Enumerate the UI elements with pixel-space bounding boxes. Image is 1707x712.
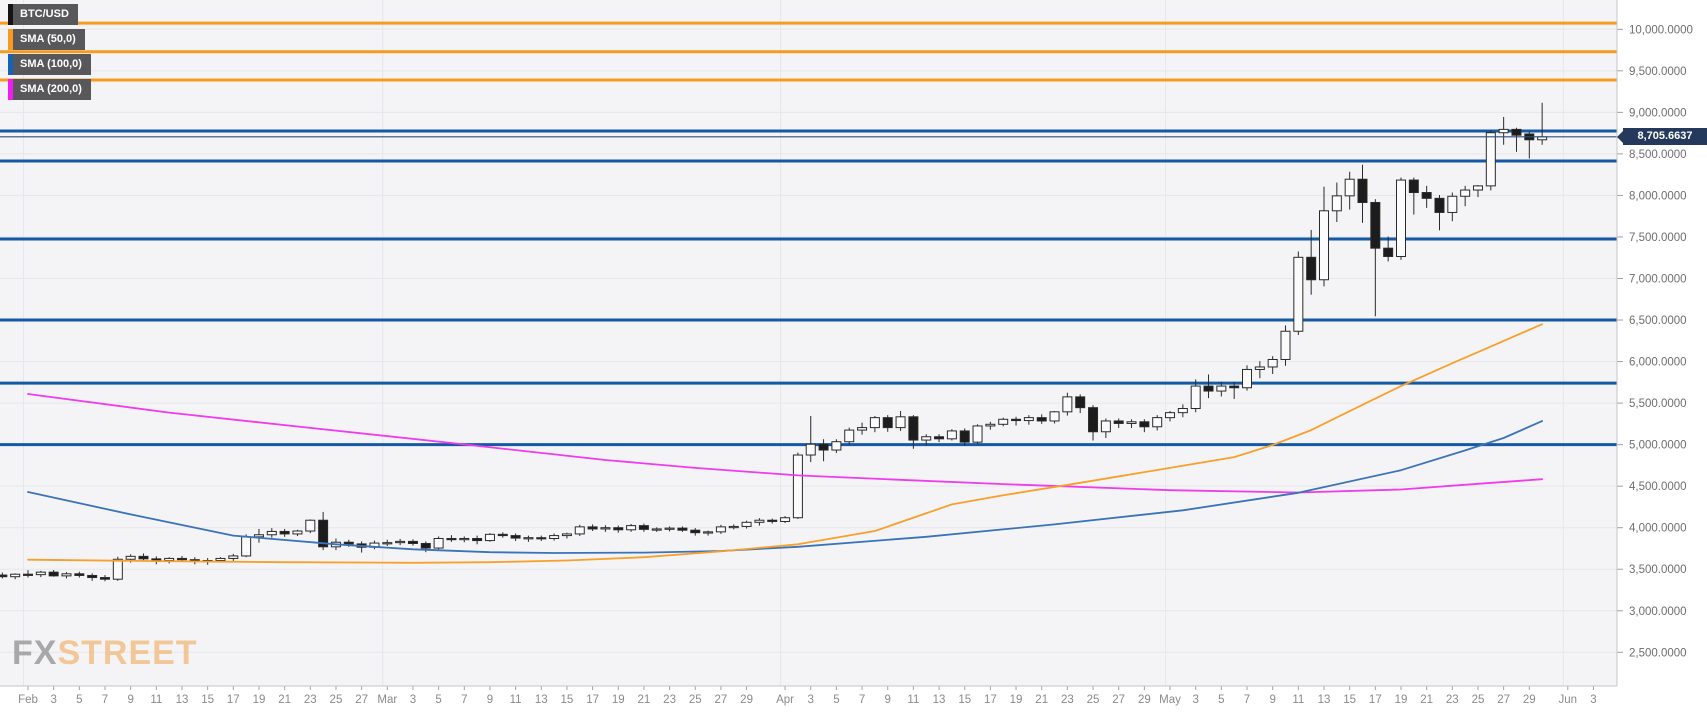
svg-text:13: 13 <box>535 694 548 706</box>
svg-text:17: 17 <box>586 694 599 706</box>
series-color-chip <box>8 79 13 100</box>
svg-text:7,500.0000: 7,500.0000 <box>1629 232 1687 244</box>
legend-item-sma100[interactable]: SMA (100,0) <box>8 54 91 75</box>
svg-text:3: 3 <box>50 694 56 706</box>
legend-item-label: SMA (50,0) <box>13 29 85 50</box>
svg-text:29: 29 <box>1138 694 1151 706</box>
svg-text:6,500.0000: 6,500.0000 <box>1629 315 1687 327</box>
svg-text:8,000.0000: 8,000.0000 <box>1629 190 1687 202</box>
svg-text:3,500.0000: 3,500.0000 <box>1629 564 1687 576</box>
svg-text:9: 9 <box>885 694 891 706</box>
svg-text:5: 5 <box>1218 694 1224 706</box>
svg-text:25: 25 <box>1087 694 1100 706</box>
series-color-chip <box>8 4 13 25</box>
svg-text:5: 5 <box>833 694 839 706</box>
svg-text:17: 17 <box>984 694 997 706</box>
svg-text:11: 11 <box>510 694 522 706</box>
svg-text:7: 7 <box>859 694 865 706</box>
svg-text:10,000.0000: 10,000.0000 <box>1629 24 1693 36</box>
svg-text:19: 19 <box>612 694 625 706</box>
svg-text:23: 23 <box>663 694 676 706</box>
svg-text:15: 15 <box>201 694 214 706</box>
svg-text:3: 3 <box>1192 694 1198 706</box>
svg-text:5,500.0000: 5,500.0000 <box>1629 398 1687 410</box>
svg-text:3: 3 <box>1590 694 1596 706</box>
svg-text:11: 11 <box>1292 694 1304 706</box>
svg-text:Mar: Mar <box>377 694 397 706</box>
svg-text:21: 21 <box>1035 694 1048 706</box>
svg-text:11: 11 <box>907 694 919 706</box>
svg-text:19: 19 <box>1010 694 1023 706</box>
legend-item-sma50[interactable]: SMA (50,0) <box>8 29 91 50</box>
svg-text:13: 13 <box>933 694 946 706</box>
watermark-fx: FX <box>12 634 58 672</box>
svg-text:7: 7 <box>102 694 108 706</box>
svg-text:15: 15 <box>561 694 574 706</box>
svg-text:27: 27 <box>1497 694 1510 706</box>
svg-text:5: 5 <box>76 694 82 706</box>
svg-text:21: 21 <box>278 694 291 706</box>
legend-item-label: SMA (200,0) <box>13 79 91 100</box>
svg-text:3: 3 <box>808 694 814 706</box>
svg-text:25: 25 <box>330 694 343 706</box>
fxstreet-watermark: FXSTREET <box>12 636 198 670</box>
svg-text:9: 9 <box>487 694 493 706</box>
svg-text:21: 21 <box>638 694 651 706</box>
svg-text:17: 17 <box>1369 694 1382 706</box>
svg-text:15: 15 <box>958 694 971 706</box>
svg-text:Feb: Feb <box>18 694 38 706</box>
svg-text:5,000.0000: 5,000.0000 <box>1629 440 1687 452</box>
watermark-street: STREET <box>57 634 198 672</box>
legend-item-label: BTC/USD <box>13 4 78 25</box>
svg-text:15: 15 <box>1343 694 1356 706</box>
svg-text:4,500.0000: 4,500.0000 <box>1629 481 1687 493</box>
svg-text:9: 9 <box>1269 694 1275 706</box>
svg-text:29: 29 <box>740 694 753 706</box>
svg-text:9,500.0000: 9,500.0000 <box>1629 66 1687 78</box>
svg-text:3,000.0000: 3,000.0000 <box>1629 606 1687 618</box>
svg-text:2,500.0000: 2,500.0000 <box>1629 647 1687 659</box>
svg-text:8,500.0000: 8,500.0000 <box>1629 149 1687 161</box>
last-price-badge: 8,705.6637 <box>1617 128 1707 146</box>
svg-text:13: 13 <box>1318 694 1331 706</box>
svg-text:4,000.0000: 4,000.0000 <box>1629 523 1687 535</box>
legend-item-sma200[interactable]: SMA (200,0) <box>8 79 91 100</box>
svg-text:7,000.0000: 7,000.0000 <box>1629 274 1687 286</box>
svg-text:29: 29 <box>1523 694 1536 706</box>
svg-text:5: 5 <box>435 694 441 706</box>
svg-text:17: 17 <box>227 694 240 706</box>
svg-text:23: 23 <box>1061 694 1074 706</box>
svg-text:13: 13 <box>176 694 189 706</box>
svg-text:11: 11 <box>150 694 162 706</box>
series-color-chip <box>8 29 13 50</box>
svg-text:27: 27 <box>355 694 368 706</box>
svg-text:9,000.0000: 9,000.0000 <box>1629 107 1687 119</box>
svg-text:9: 9 <box>127 694 133 706</box>
svg-text:3: 3 <box>410 694 416 706</box>
svg-text:7: 7 <box>461 694 467 706</box>
svg-text:23: 23 <box>1446 694 1459 706</box>
svg-text:7: 7 <box>1244 694 1250 706</box>
svg-text:Apr: Apr <box>776 694 794 706</box>
svg-text:19: 19 <box>253 694 266 706</box>
svg-text:Jun: Jun <box>1559 694 1578 706</box>
legend: BTC/USD SMA (50,0) SMA (100,0) SMA (200,… <box>8 4 91 104</box>
svg-text:25: 25 <box>689 694 702 706</box>
series-color-chip <box>8 54 13 75</box>
svg-text:25: 25 <box>1472 694 1485 706</box>
svg-text:May: May <box>1159 694 1181 706</box>
svg-text:27: 27 <box>715 694 728 706</box>
legend-item-btcusd[interactable]: BTC/USD <box>8 4 91 25</box>
svg-text:19: 19 <box>1395 694 1408 706</box>
svg-text:21: 21 <box>1420 694 1433 706</box>
legend-item-label: SMA (100,0) <box>13 54 91 75</box>
svg-text:23: 23 <box>304 694 317 706</box>
svg-text:27: 27 <box>1112 694 1125 706</box>
svg-text:6,000.0000: 6,000.0000 <box>1629 357 1687 369</box>
